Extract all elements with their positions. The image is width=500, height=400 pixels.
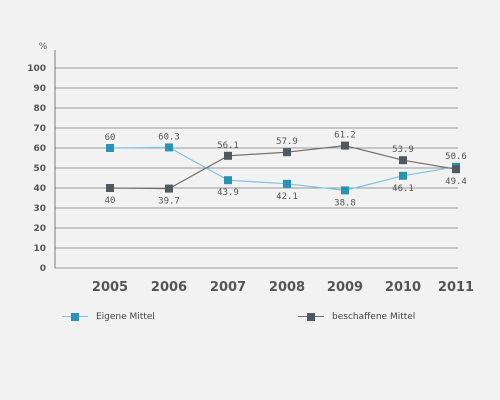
y-tick-label-10: 10 — [33, 244, 46, 254]
x-tick-label-2005: 2005 — [92, 280, 128, 295]
legend-item-eigene-mittel: Eigene Mittel — [62, 312, 155, 322]
data-point-s0-2008 — [283, 179, 291, 188]
data-label-s0-2007: 43.9 — [217, 188, 239, 198]
x-tick-label-2006: 2006 — [151, 280, 187, 295]
y-tick-label-30: 30 — [33, 204, 46, 214]
data-point-s1-2010 — [399, 156, 407, 165]
data-label-s1-2006: 39.7 — [158, 197, 180, 207]
data-label-s1-2007: 56.1 — [217, 141, 239, 151]
y-tick-label-100: 100 — [27, 64, 46, 74]
data-point-s0-2006 — [165, 143, 173, 152]
data-label-s0-2010: 46.1 — [392, 184, 414, 194]
y-tick-label-0: 0 — [40, 264, 46, 274]
x-tick-label-2008: 2008 — [269, 280, 305, 295]
data-point-s0-2007 — [224, 176, 232, 185]
data-point-s1-2008 — [283, 148, 291, 157]
data-label-s0-2008: 42.1 — [276, 192, 298, 202]
y-tick-label-90: 90 — [33, 84, 46, 94]
x-tick-label-2011: 2011 — [438, 280, 474, 295]
data-label-s1-2009: 61.2 — [334, 131, 356, 141]
data-point-s1-2006 — [165, 184, 173, 193]
data-point-s1-2011 — [452, 165, 460, 174]
x-tick-label-2010: 2010 — [385, 280, 421, 295]
y-tick-label-80: 80 — [33, 104, 46, 114]
x-tick-label-2009: 2009 — [327, 280, 363, 295]
data-point-s1-2005 — [106, 184, 114, 192]
data-label-s0-2005: 60 — [105, 133, 116, 143]
y-axis-unit-label: % — [39, 42, 48, 52]
data-point-s1-2007 — [224, 151, 232, 160]
data-label-s1-2008: 57.9 — [276, 137, 298, 147]
data-label-s0-2011: 50.6 — [445, 152, 467, 162]
y-tick-label-60: 60 — [33, 144, 46, 154]
legend-swatch-eigene-mittel — [62, 312, 88, 322]
data-label-s1-2005: 40 — [105, 196, 116, 206]
x-tick-label-2007: 2007 — [210, 280, 246, 295]
data-label-s0-2006: 60.3 — [158, 132, 180, 142]
legend-swatch-beschaffene-mittel — [298, 312, 324, 322]
y-tick-label-50: 50 — [33, 164, 46, 174]
data-label-s0-2009: 38.8 — [334, 198, 356, 208]
y-tick-label-70: 70 — [33, 124, 46, 134]
y-tick-label-20: 20 — [33, 224, 46, 234]
y-tick-label-40: 40 — [33, 184, 46, 194]
data-point-s0-2005 — [106, 144, 114, 152]
data-point-s0-2009 — [341, 186, 349, 195]
legend-item-beschaffene-mittel: beschaffene Mittel — [298, 312, 415, 322]
data-label-s1-2011: 49.4 — [445, 177, 467, 187]
legend-label-eigene-mittel: Eigene Mittel — [96, 312, 155, 322]
legend-label-beschaffene-mittel: beschaffene Mittel — [332, 312, 416, 322]
data-point-s1-2009 — [341, 141, 349, 150]
data-point-s0-2010 — [399, 171, 407, 180]
data-label-s1-2010: 53.9 — [392, 145, 414, 155]
